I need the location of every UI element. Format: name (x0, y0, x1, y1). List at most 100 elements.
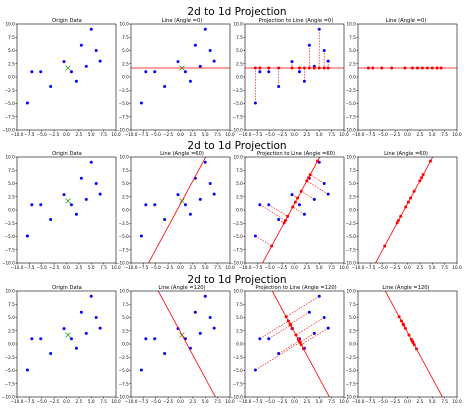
projection-connector (306, 180, 329, 195)
x-tick-label: −2.5 (277, 399, 288, 404)
center-marker (65, 65, 71, 71)
y-tick-label: −5.0 (346, 368, 357, 373)
x-tick-label: 0.0 (63, 265, 70, 270)
y-tick-label: −7.5 (346, 381, 357, 386)
y-tick-label: −7.5 (119, 381, 130, 386)
y-tick-label: 5.0 (349, 181, 356, 186)
data-point (94, 182, 98, 185)
x-tick-label: −2.5 (49, 399, 60, 404)
projection-connector (259, 204, 286, 221)
y-tick-label: −2.5 (119, 355, 130, 360)
y-tick-label: 2.5 (349, 194, 356, 199)
y-tick-label: −10.0 (230, 128, 243, 133)
projected-point (312, 66, 316, 70)
y-tick-label: 7.5 (236, 302, 243, 307)
data-point (183, 70, 187, 74)
data-point (84, 331, 88, 335)
x-tick-label: −10.0 (239, 132, 252, 137)
data-point (144, 203, 148, 207)
projected-point (291, 205, 295, 209)
x-tick-label: −5.0 (378, 265, 389, 270)
x-tick-label: 10.0 (339, 132, 349, 137)
data-point (322, 316, 326, 319)
x-tick-label: 5.0 (202, 399, 209, 404)
y-tick-label: −7.5 (233, 114, 244, 119)
row3-panel3-title: Projection to Line (Angle =120) (255, 285, 336, 291)
data-point (89, 294, 93, 298)
y-tick-label: 10.0 (119, 155, 129, 160)
x-tick-label: 2.5 (76, 399, 83, 404)
y-tick-label: −5.0 (5, 234, 16, 239)
data-point (79, 43, 83, 47)
y-tick-label: 0.0 (349, 208, 356, 213)
x-tick-label: 5.0 (88, 399, 95, 404)
projected-point (258, 66, 262, 70)
data-point (89, 160, 93, 164)
projected-point (326, 66, 330, 70)
projected-point (290, 66, 294, 70)
data-point (25, 368, 29, 372)
x-tick-label: 2.5 (76, 132, 83, 137)
y-tick-label: −2.5 (119, 88, 130, 93)
plot-area (245, 24, 344, 130)
projection-connector (255, 342, 301, 371)
projected-point (414, 347, 418, 351)
projected-point (404, 205, 408, 209)
data-point (302, 212, 306, 216)
x-tick-label: −7.5 (252, 132, 263, 137)
y-tick-label: 5.0 (8, 48, 15, 53)
x-tick-label: 5.0 (316, 265, 323, 270)
projected-point (383, 244, 387, 248)
projected-point (412, 189, 416, 193)
data-point (144, 337, 148, 341)
data-point (212, 192, 216, 196)
panel-r3-c2: −10.0 −7.5 −5.0 −2.5 0.0 2.5 5.0 7.5 10.010.07.5… (116, 289, 235, 405)
projected-point (282, 221, 286, 225)
data-point (277, 85, 281, 89)
x-tick-label: 0.0 (291, 399, 298, 404)
projected-point (428, 159, 432, 163)
row1-panel3-title: Projection to Line (Angle =0) (259, 18, 334, 24)
x-tick-label: −5.0 (378, 132, 389, 137)
y-tick-label: −10.0 (230, 395, 243, 400)
data-point (62, 193, 66, 197)
center-marker (65, 332, 71, 338)
projected-point (296, 337, 300, 341)
x-tick-label: −5.0 (265, 399, 276, 404)
data-point (253, 368, 257, 372)
y-tick-label: −2.5 (346, 355, 357, 360)
y-tick-label: −7.5 (233, 247, 244, 252)
x-tick-label: 5.0 (429, 399, 436, 404)
y-tick-label: −2.5 (233, 88, 244, 93)
projected-point (412, 343, 416, 347)
projected-point (283, 219, 287, 223)
x-tick-label: 10.0 (339, 399, 349, 404)
panel-r3-c3: −10.0 −7.5 −5.0 −2.5 0.0 2.5 5.0 7.5 10.010.07.5… (230, 289, 349, 405)
y-tick-label: −2.5 (346, 221, 357, 226)
x-tick-label: −5.0 (151, 399, 162, 404)
x-tick-label: 7.5 (328, 265, 335, 270)
y-tick-label: 0.0 (122, 208, 129, 213)
y-tick-label: 0.0 (349, 75, 356, 80)
y-tick-label: 0.0 (122, 75, 129, 80)
projected-point (366, 66, 370, 70)
y-tick-label: 0.0 (8, 75, 15, 80)
x-tick-label: 5.0 (316, 132, 323, 137)
x-tick-label: 7.5 (441, 399, 448, 404)
x-tick-label: −5.0 (265, 265, 276, 270)
data-point (198, 197, 202, 201)
y-tick-label: 10.0 (5, 22, 15, 27)
y-tick-label: −5.0 (119, 368, 130, 373)
y-tick-label: −2.5 (119, 221, 130, 226)
x-tick-label: −2.5 (390, 265, 401, 270)
row2-panel3-title: Projection to Line (Angle =60) (257, 151, 335, 157)
y-tick-label: −2.5 (5, 221, 16, 226)
projected-point (399, 319, 403, 323)
y-tick-label: 10.0 (233, 22, 243, 27)
x-tick-label: −7.5 (252, 265, 263, 270)
x-tick-label: 5.0 (429, 265, 436, 270)
data-point (198, 331, 202, 335)
projected-point (317, 66, 321, 70)
y-tick-label: 7.5 (8, 302, 15, 307)
data-point (317, 294, 321, 298)
